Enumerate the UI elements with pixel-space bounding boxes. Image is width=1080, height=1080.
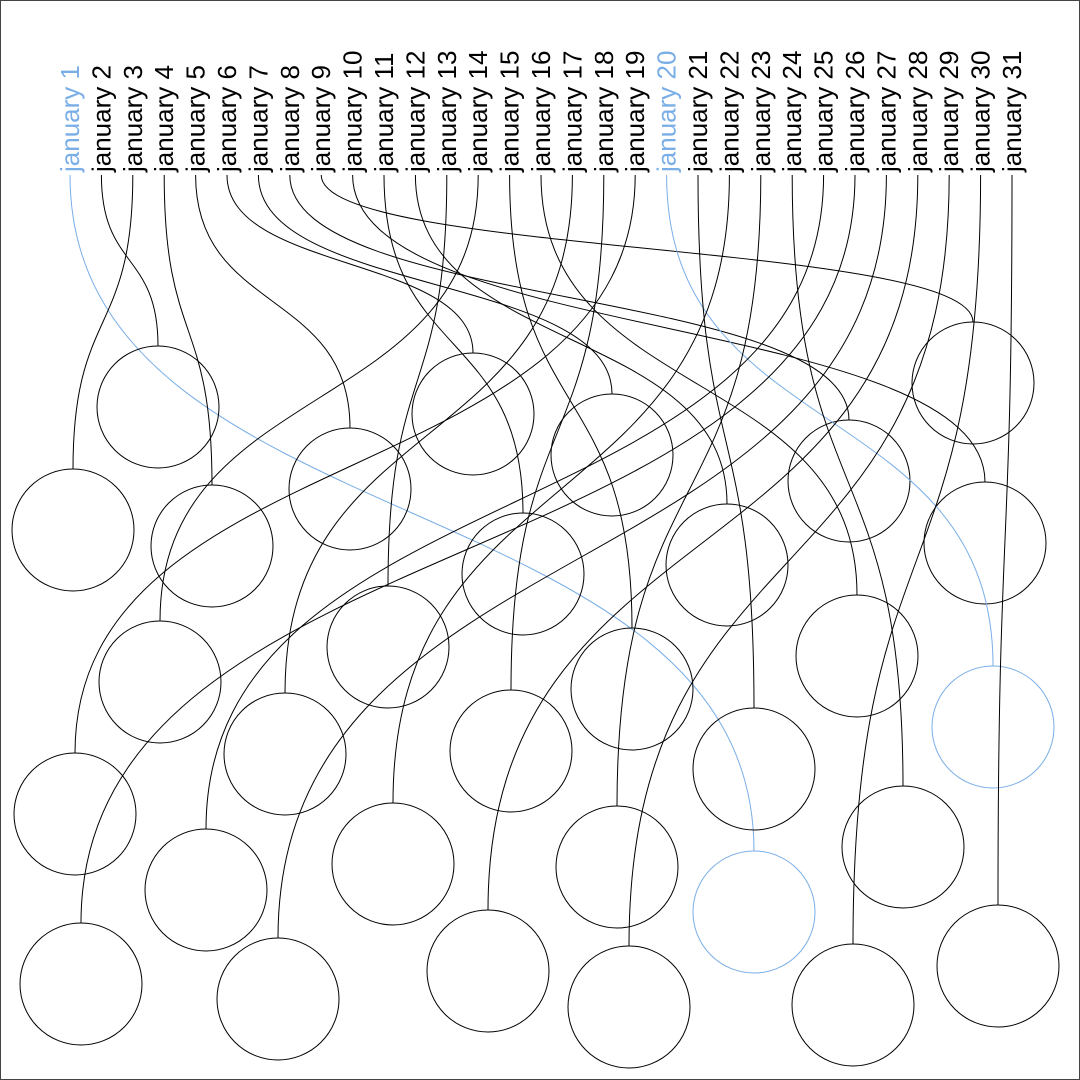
date-label[interactable]: january 12 bbox=[400, 51, 430, 173]
connector bbox=[509, 174, 633, 629]
target-circle[interactable] bbox=[326, 585, 450, 709]
date-label[interactable]: january 26 bbox=[840, 51, 870, 173]
connector bbox=[510, 174, 605, 691]
target-circle[interactable] bbox=[692, 850, 816, 974]
target-circle[interactable] bbox=[923, 481, 1047, 605]
connector bbox=[392, 174, 730, 804]
target-circle[interactable] bbox=[426, 909, 550, 1033]
date-label[interactable]: january 30 bbox=[966, 51, 996, 173]
date-label[interactable]: january 6 bbox=[212, 65, 242, 173]
connector bbox=[666, 174, 994, 667]
target-circle[interactable] bbox=[11, 468, 135, 592]
target-circle[interactable] bbox=[150, 484, 274, 608]
date-label[interactable]: january 14 bbox=[463, 51, 493, 173]
connector bbox=[80, 174, 856, 924]
connector bbox=[628, 174, 950, 947]
target-circle[interactable] bbox=[555, 805, 679, 929]
connector bbox=[205, 174, 825, 830]
connector bbox=[72, 174, 134, 470]
connector bbox=[100, 174, 159, 347]
connector bbox=[69, 174, 755, 852]
connector bbox=[852, 174, 982, 945]
connector bbox=[257, 174, 613, 395]
target-circle[interactable] bbox=[223, 692, 347, 816]
date-label[interactable]: january 24 bbox=[777, 51, 807, 173]
connector bbox=[791, 174, 904, 787]
date-label[interactable]: january 7 bbox=[243, 65, 273, 173]
date-label[interactable]: january 29 bbox=[934, 51, 964, 173]
date-label[interactable]: january 5 bbox=[181, 65, 211, 173]
target-circle[interactable] bbox=[13, 752, 137, 876]
target-circle[interactable] bbox=[331, 802, 455, 926]
connector bbox=[487, 174, 919, 911]
connector bbox=[195, 174, 351, 429]
connector bbox=[616, 174, 762, 807]
target-circle[interactable] bbox=[96, 345, 220, 469]
date-label[interactable]: january 18 bbox=[589, 51, 619, 173]
date-label[interactable]: january 13 bbox=[432, 51, 462, 173]
target-circle[interactable] bbox=[841, 785, 965, 909]
connector bbox=[352, 174, 986, 483]
connector bbox=[387, 174, 448, 587]
connector bbox=[226, 174, 474, 354]
connector bbox=[414, 174, 728, 505]
target-circle[interactable] bbox=[216, 937, 340, 1061]
date-label[interactable]: january 4 bbox=[149, 65, 179, 173]
target-circle[interactable] bbox=[19, 922, 143, 1046]
date-label[interactable]: january 2 bbox=[86, 65, 116, 173]
date-label[interactable]: january 17 bbox=[557, 51, 587, 173]
target-circle[interactable] bbox=[570, 627, 694, 751]
date-label[interactable]: january 11 bbox=[369, 53, 399, 174]
date-label[interactable]: january 1 bbox=[55, 65, 85, 173]
connector bbox=[320, 174, 974, 323]
target-circle[interactable] bbox=[911, 321, 1035, 445]
target-circle[interactable] bbox=[288, 427, 412, 551]
target-circle[interactable] bbox=[411, 352, 535, 476]
date-label[interactable]: january 9 bbox=[306, 65, 336, 173]
target-circle[interactable] bbox=[567, 945, 691, 1069]
connector bbox=[284, 174, 573, 694]
date-label[interactable]: january 28 bbox=[903, 51, 933, 173]
connector bbox=[383, 174, 524, 514]
connector bbox=[277, 174, 887, 939]
date-label[interactable]: january 3 bbox=[118, 65, 148, 173]
date-label[interactable]: january 19 bbox=[620, 51, 650, 173]
date-label[interactable]: january 31 bbox=[997, 51, 1027, 173]
target-circle[interactable] bbox=[795, 594, 919, 718]
date-label[interactable]: january 15 bbox=[495, 51, 525, 173]
date-label[interactable]: january 21 bbox=[683, 51, 713, 173]
date-label[interactable]: january 20 bbox=[652, 51, 682, 173]
date-label[interactable]: january 10 bbox=[338, 51, 368, 173]
target-circle[interactable] bbox=[461, 512, 585, 636]
date-label[interactable]: january 8 bbox=[275, 65, 305, 173]
connector bbox=[74, 174, 636, 754]
connector bbox=[997, 174, 1013, 906]
date-label[interactable]: january 27 bbox=[871, 51, 901, 173]
connector bbox=[159, 174, 479, 622]
date-label[interactable]: january 22 bbox=[714, 51, 744, 173]
target-circle[interactable] bbox=[550, 393, 674, 517]
date-label[interactable]: january 25 bbox=[809, 51, 839, 173]
target-circle[interactable] bbox=[98, 620, 222, 744]
target-circle[interactable] bbox=[144, 828, 268, 952]
date-label[interactable]: january 23 bbox=[746, 51, 776, 173]
connector bbox=[540, 174, 858, 596]
target-circle[interactable] bbox=[665, 503, 789, 627]
target-circle[interactable] bbox=[692, 707, 816, 831]
target-circle[interactable] bbox=[791, 943, 915, 1067]
date-label[interactable]: january 16 bbox=[526, 51, 556, 173]
target-circle[interactable] bbox=[449, 689, 573, 813]
connector bbox=[289, 174, 850, 421]
target-circle[interactable] bbox=[936, 904, 1060, 1028]
target-circle[interactable] bbox=[931, 665, 1055, 789]
target-circle[interactable] bbox=[787, 419, 911, 543]
connector bbox=[163, 174, 213, 486]
